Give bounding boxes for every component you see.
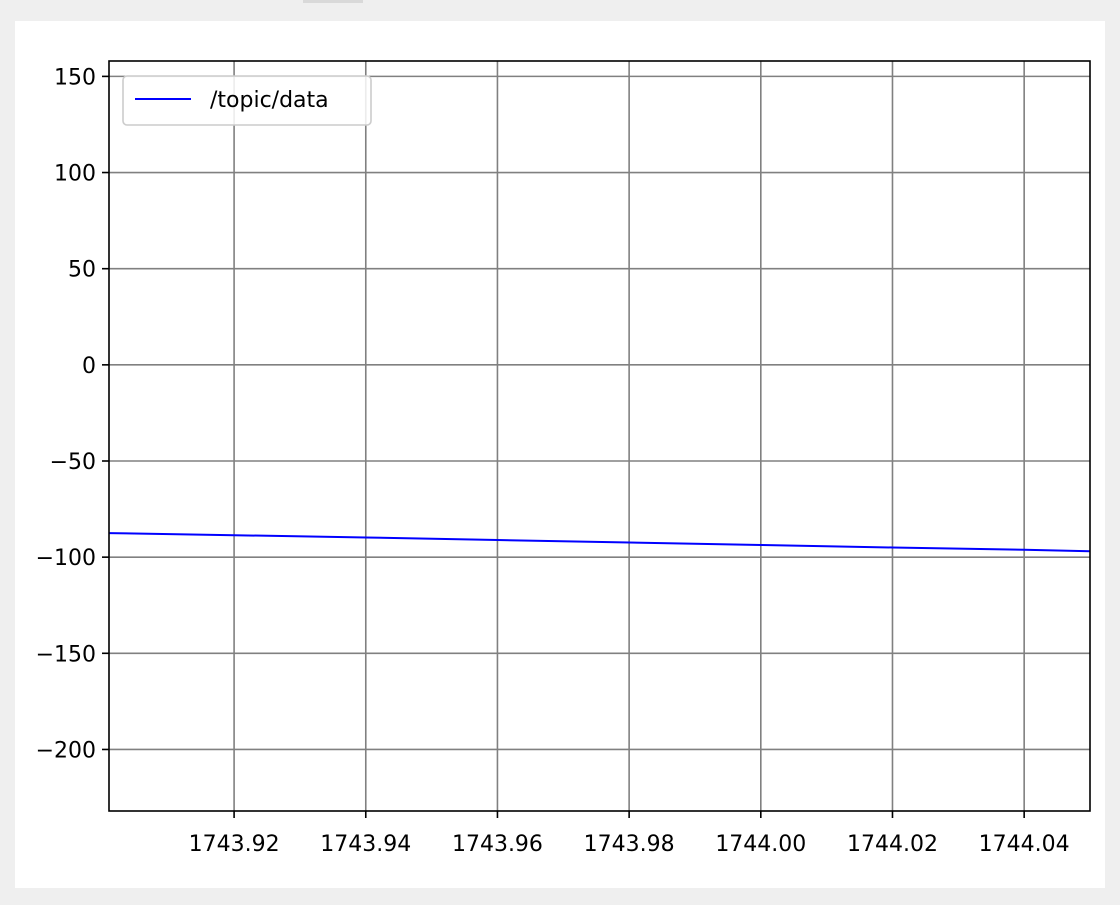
plot-panel: 1743.92 1743.94 1743.96 1743.98 1744.00 1744.… xyxy=(15,21,1105,888)
y-tick-label: 0 xyxy=(82,354,96,379)
legend-label: /topic/data xyxy=(210,88,329,113)
top-tab-handle xyxy=(303,0,363,3)
x-tick-label: 1744.02 xyxy=(847,832,938,857)
legend: /topic/data xyxy=(122,75,372,126)
x-tick-label: 1743.92 xyxy=(189,832,280,857)
series-layer xyxy=(108,532,1091,553)
y-tick-label: 50 xyxy=(68,258,96,283)
series-line xyxy=(108,532,1091,553)
y-tick-label: −200 xyxy=(36,738,96,763)
y-tick-label: 150 xyxy=(54,65,96,90)
x-tick-label: 1744.04 xyxy=(979,832,1070,857)
y-tick-label: −150 xyxy=(36,642,96,667)
x-tick-label: 1743.96 xyxy=(452,832,543,857)
legend-box xyxy=(122,75,372,126)
y-tick-label: 100 xyxy=(54,162,96,187)
x-tick-label: 1744.00 xyxy=(715,832,806,857)
grid xyxy=(109,61,1090,811)
line-chart: 1743.92 1743.94 1743.96 1743.98 1744.00 1744.… xyxy=(36,60,1091,857)
x-tick-label: 1743.98 xyxy=(584,832,675,857)
y-axis: 150 100 50 0 −50 −100 −150 −200 xyxy=(36,65,109,763)
y-tick-label: −100 xyxy=(36,546,96,571)
y-tick-label: −50 xyxy=(50,450,96,475)
x-tick-label: 1743.94 xyxy=(320,832,411,857)
axes-frame xyxy=(108,60,1091,812)
x-axis: 1743.92 1743.94 1743.96 1743.98 1744.00 1744.… xyxy=(189,811,1070,857)
